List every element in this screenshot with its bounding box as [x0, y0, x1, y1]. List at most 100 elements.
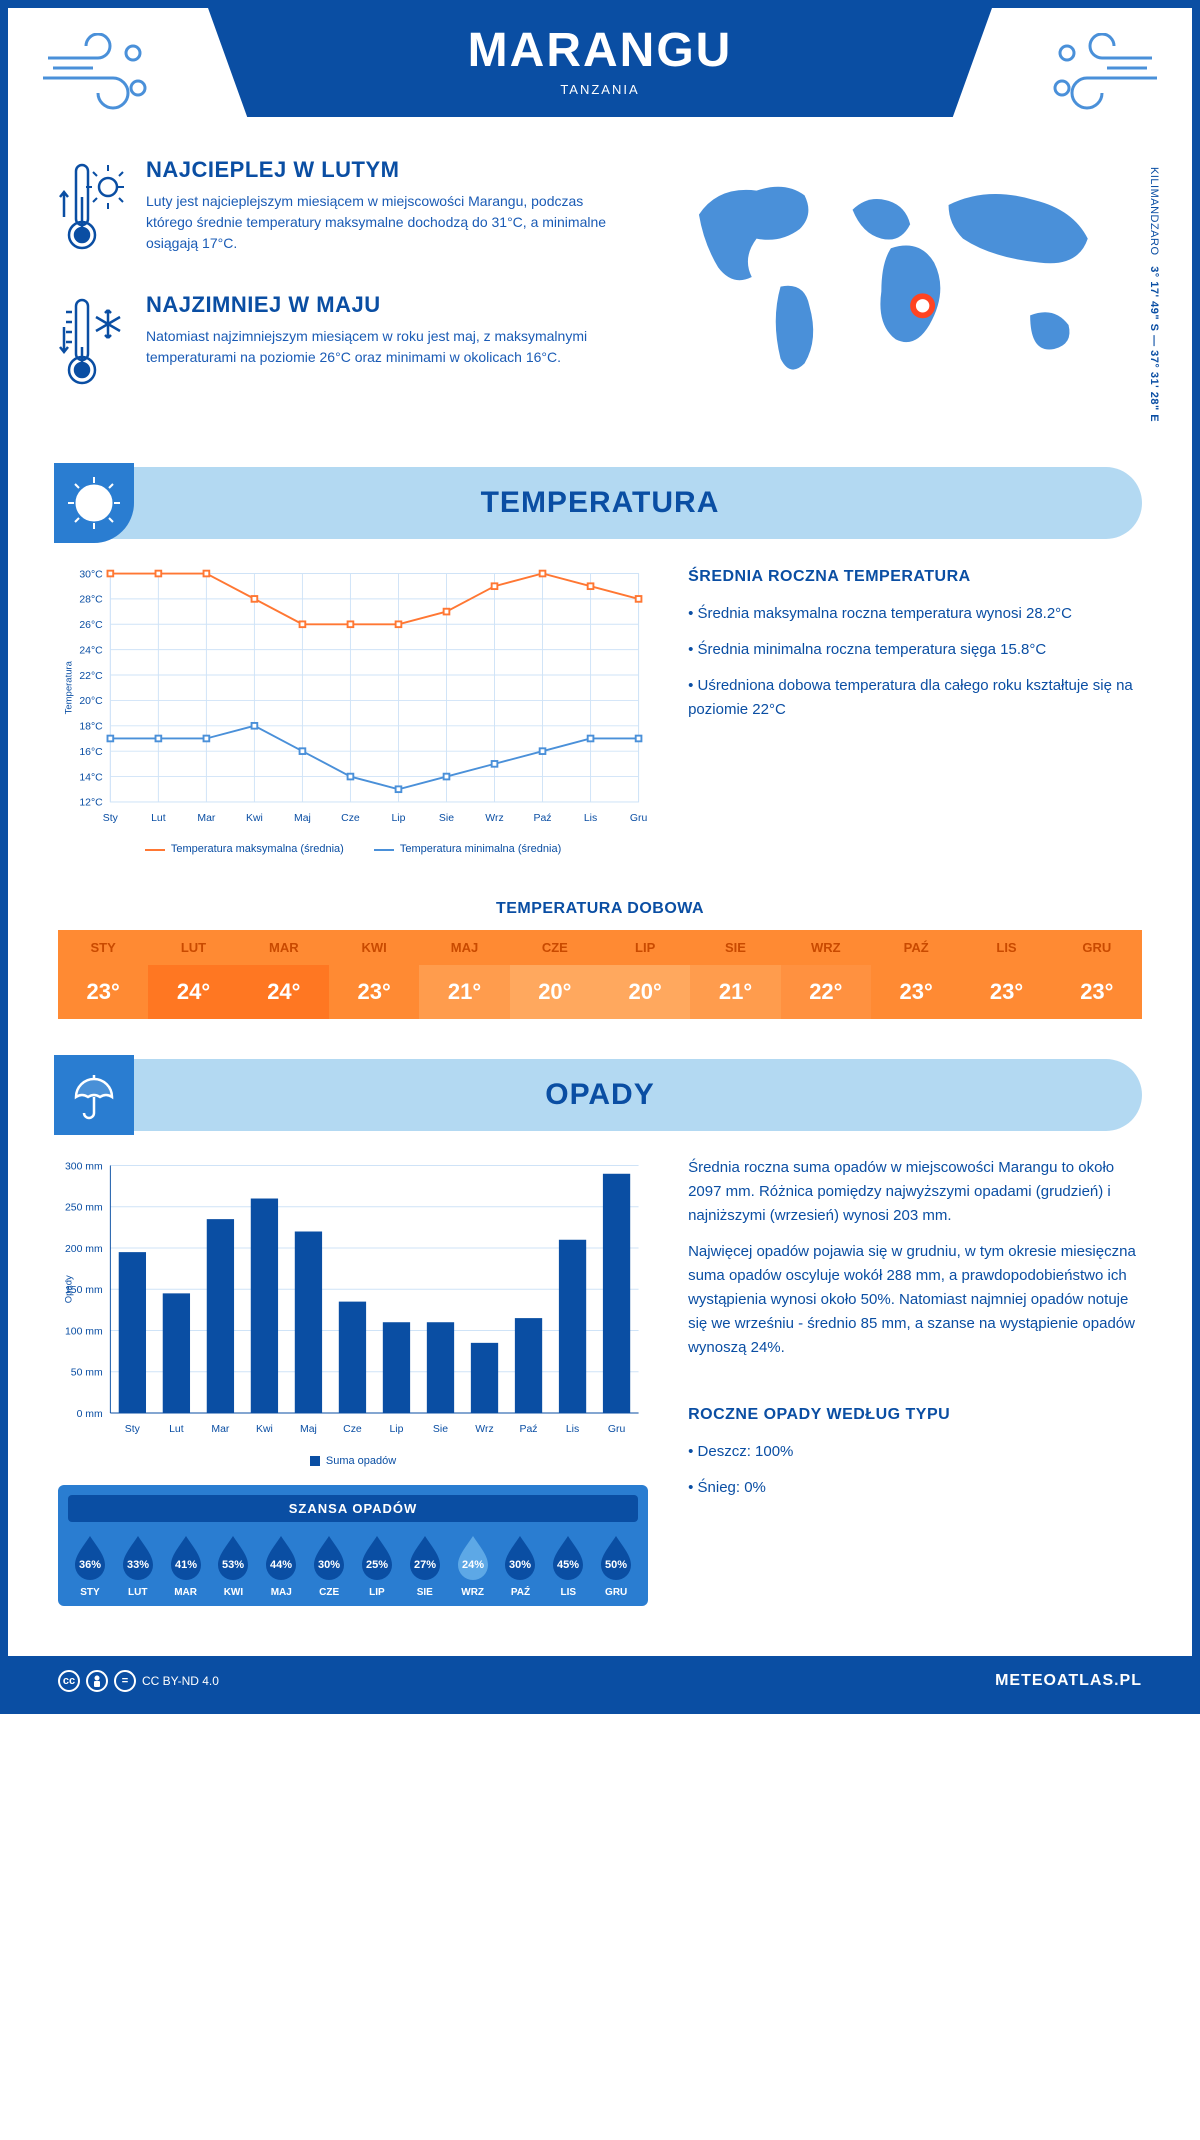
daily-temp-cell: 23° [961, 965, 1051, 1019]
precip-types-title: ROCZNE OPADY WEDŁUG TYPU [688, 1402, 1142, 1428]
temp-info-point: • Uśredniona dobowa temperatura dla całe… [688, 674, 1142, 722]
precip-chance-drop: 53% KWI [212, 1532, 256, 1598]
svg-text:24%: 24% [462, 1559, 484, 1571]
svg-text:Kwi: Kwi [256, 1424, 273, 1435]
svg-text:Cze: Cze [343, 1424, 362, 1435]
svg-text:Cze: Cze [341, 813, 360, 824]
svg-text:24°C: 24°C [79, 645, 103, 656]
svg-text:0 mm: 0 mm [77, 1409, 103, 1420]
city-name: MARANGU [208, 23, 992, 78]
country-name: TANZANIA [208, 82, 992, 97]
svg-text:Wrz: Wrz [475, 1424, 493, 1435]
precip-chance-drop: 44% MAJ [259, 1532, 303, 1598]
daily-temp-cell: 23° [329, 965, 419, 1019]
daily-temp-cell: 22° [781, 965, 871, 1019]
daily-month-header: LIP [600, 930, 690, 965]
svg-text:14°C: 14°C [79, 772, 103, 783]
daily-temp-cell: 24° [148, 965, 238, 1019]
svg-text:28°C: 28°C [79, 595, 103, 606]
by-icon [86, 1670, 108, 1692]
svg-text:Maj: Maj [300, 1424, 317, 1435]
svg-text:20°C: 20°C [79, 696, 103, 707]
svg-text:250 mm: 250 mm [65, 1203, 103, 1214]
svg-text:Sie: Sie [433, 1424, 448, 1435]
svg-text:Maj: Maj [294, 813, 311, 824]
warmest-title: NAJCIEPLEJ W LUTYM [146, 157, 610, 183]
precip-chance-panel: SZANSA OPADÓW 36% STY 33% LUT 41% MAR 53… [58, 1485, 648, 1606]
daily-month-header: LUT [148, 930, 238, 965]
daily-month-header: LIS [961, 930, 1051, 965]
daily-temp-cell: 21° [690, 965, 780, 1019]
svg-text:Temperatura: Temperatura [63, 660, 74, 714]
precip-chance-drop: 50% GRU [594, 1532, 638, 1598]
svg-text:25%: 25% [366, 1559, 388, 1571]
daily-month-header: MAR [239, 930, 329, 965]
svg-text:Lip: Lip [389, 1424, 403, 1435]
coldest-text: Natomiast najzimniejszym miesiącem w rok… [146, 326, 610, 368]
svg-text:200 mm: 200 mm [65, 1244, 103, 1255]
precip-chance-drop: 30% PAŹ [499, 1532, 543, 1598]
svg-text:Lip: Lip [391, 813, 405, 824]
temp-info-point: • Średnia maksymalna roczna temperatura … [688, 602, 1142, 626]
daily-temp-cell: 20° [600, 965, 690, 1019]
svg-text:36%: 36% [79, 1559, 101, 1571]
precip-chance-drop: 27% SIE [403, 1532, 447, 1598]
svg-text:Sty: Sty [103, 813, 119, 824]
daily-temp-cell: 23° [1052, 965, 1142, 1019]
precip-chance-drop: 45% LIS [546, 1532, 590, 1598]
temperature-section-banner: TEMPERATURA [58, 467, 1142, 539]
daily-month-header: GRU [1052, 930, 1142, 965]
daily-month-header: WRZ [781, 930, 871, 965]
header: MARANGU TANZANIA [208, 8, 992, 117]
svg-text:Lut: Lut [169, 1424, 184, 1435]
svg-text:Lis: Lis [566, 1424, 579, 1435]
svg-text:12°C: 12°C [79, 798, 103, 809]
precip-chance-drop: 41% MAR [164, 1532, 208, 1598]
svg-text:Paź: Paź [534, 813, 552, 824]
svg-text:27%: 27% [414, 1559, 436, 1571]
svg-text:33%: 33% [127, 1559, 149, 1571]
warmest-fact: NAJCIEPLEJ W LUTYM Luty jest najcieplejs… [58, 157, 610, 262]
svg-text:53%: 53% [222, 1559, 244, 1571]
precip-info-para: Średnia roczna suma opadów w miejscowośc… [688, 1156, 1142, 1228]
daily-temp-table: STYLUTMARKWIMAJCZELIPSIEWRZPAŹLISGRU 23°… [58, 930, 1142, 1019]
precip-chart: 0 mm50 mm100 mm150 mm200 mm250 mm300 mmS… [58, 1156, 648, 1442]
footer: cc = CC BY-ND 4.0 METEOATLAS.PL [8, 1656, 1192, 1706]
svg-text:30%: 30% [318, 1559, 340, 1571]
precip-chance-drop: 36% STY [68, 1532, 112, 1598]
svg-text:30°C: 30°C [79, 569, 103, 580]
daily-month-header: CZE [510, 930, 600, 965]
svg-text:Paź: Paź [520, 1424, 538, 1435]
precip-chance-title: SZANSA OPADÓW [68, 1495, 638, 1522]
daily-month-header: MAJ [419, 930, 509, 965]
precip-chance-drop: 25% LIP [355, 1532, 399, 1598]
nd-icon: = [114, 1670, 136, 1692]
precip-chance-drop: 30% CZE [307, 1532, 351, 1598]
svg-text:50%: 50% [605, 1559, 627, 1571]
daily-month-header: SIE [690, 930, 780, 965]
svg-text:Opady: Opady [63, 1275, 74, 1303]
svg-text:Lis: Lis [584, 813, 597, 824]
svg-text:Mar: Mar [211, 1424, 230, 1435]
precip-title: OPADY [545, 1078, 654, 1112]
location-marker-icon [913, 296, 932, 315]
thermometer-cold-icon [58, 292, 128, 397]
svg-text:Lut: Lut [151, 813, 166, 824]
svg-text:100 mm: 100 mm [65, 1327, 103, 1338]
daily-temp-cell: 20° [510, 965, 600, 1019]
precip-info-para: Najwięcej opadów pojawia się w grudniu, … [688, 1240, 1142, 1360]
daily-month-header: PAŹ [871, 930, 961, 965]
precip-legend: Suma opadów [58, 1455, 648, 1467]
svg-text:Sie: Sie [439, 813, 454, 824]
temp-info-point: • Średnia minimalna roczna temperatura s… [688, 638, 1142, 662]
svg-text:30%: 30% [509, 1559, 531, 1571]
svg-text:41%: 41% [175, 1559, 197, 1571]
daily-temp-cell: 23° [871, 965, 961, 1019]
wind-icon [1042, 33, 1162, 118]
svg-text:50 mm: 50 mm [71, 1368, 103, 1379]
temperature-chart: 12°C14°C16°C18°C20°C22°C24°C26°C28°C30°C… [58, 564, 648, 830]
svg-text:300 mm: 300 mm [65, 1162, 103, 1173]
cc-icon: cc [58, 1670, 80, 1692]
umbrella-icon [54, 1055, 134, 1135]
svg-text:Mar: Mar [197, 813, 216, 824]
